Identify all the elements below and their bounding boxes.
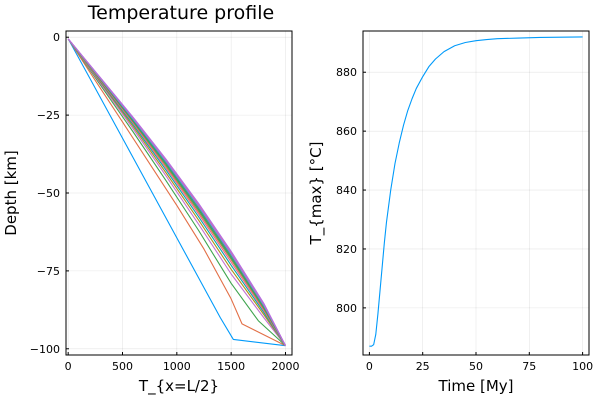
series-lines [67, 38, 286, 347]
y-tick-label: 860 [336, 125, 357, 138]
series-line-0 [369, 36, 583, 347]
y-tick-label: −50 [37, 187, 60, 200]
x-tick-label: 100 [572, 360, 593, 373]
x-tick-label: 2000 [271, 360, 299, 373]
x-tick-label: 0 [366, 360, 373, 373]
x-tick-label: 0 [65, 360, 72, 373]
series-lines [369, 36, 583, 347]
y-tick-label: 0 [53, 31, 60, 44]
x-tick-label: 75 [522, 360, 536, 373]
y-tick-labels: 800 820 840 860 880 [336, 66, 366, 315]
x-tick-label: 1500 [217, 360, 245, 373]
x-tick-label: 1000 [163, 360, 191, 373]
series-line-15 [67, 38, 286, 346]
y-tick-label: −100 [30, 343, 60, 356]
y-tick-label: −25 [37, 109, 60, 122]
chart-title: Temperature profile [87, 2, 274, 24]
y-tick-label: 820 [336, 243, 357, 256]
series-line-1 [67, 38, 286, 347]
x-tick-label: 25 [416, 360, 430, 373]
x-tick-label: 500 [112, 360, 133, 373]
grid [363, 31, 589, 355]
y-tick-label: −75 [37, 265, 60, 278]
series-line-2 [67, 38, 286, 347]
y-tick-label: 880 [336, 66, 357, 79]
y-axis-label: Depth [km] [2, 150, 20, 235]
series-line-3 [67, 38, 286, 346]
temperature-profile-panel: Temperature profile 0 500 1000 1500 2000 0 −2… [2, 2, 299, 396]
x-axis-label: Time [My] [438, 377, 514, 395]
x-tick-label: 50 [469, 360, 483, 373]
x-axis-label: T_{x=L/2} [138, 377, 219, 396]
x-tick-labels: 0 500 1000 1500 2000 [65, 352, 299, 373]
y-tick-label: 800 [336, 302, 357, 315]
y-tick-label: 840 [336, 184, 357, 197]
series-line-0 [67, 38, 286, 347]
tmax-panel: 0 25 50 75 100 800 820 840 860 880 Time [My] T_{… [307, 30, 593, 395]
y-tick-labels: 0 −25 −50 −75 −100 [30, 31, 69, 356]
x-tick-labels: 0 25 50 75 100 [366, 352, 593, 373]
grid [66, 31, 292, 355]
series-line-4 [67, 38, 286, 346]
y-axis-label: T_{max} [°C] [307, 142, 326, 246]
